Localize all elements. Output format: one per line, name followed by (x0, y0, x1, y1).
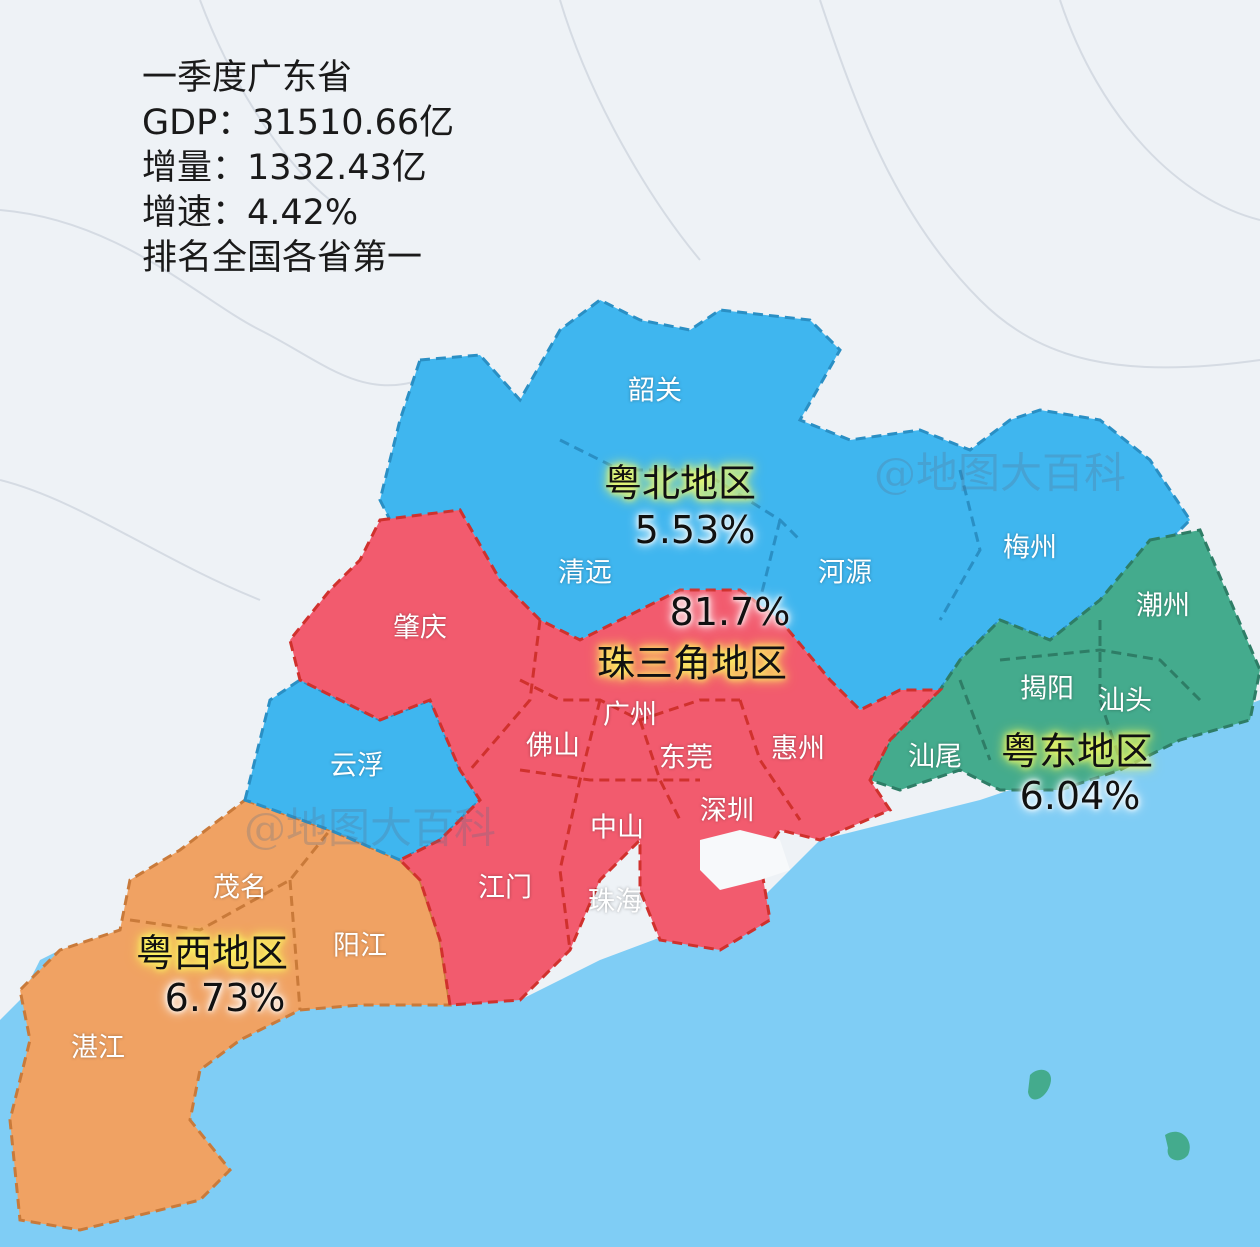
summary-panel: 一季度广东省 GDP：31510.66亿 增量：1332.43亿 增速：4.42… (142, 56, 454, 281)
hong-kong-area (700, 830, 790, 890)
region-west-shape (8, 798, 452, 1232)
city-label-zhaoqing: 肇庆 (393, 612, 447, 644)
watermark: @地图大百科 (243, 803, 497, 853)
city-label-zhuhai: 珠海 (588, 886, 642, 918)
region-east-value: 6.04% (1019, 774, 1141, 818)
region-north-name: 粤北地区 (603, 461, 757, 506)
island (1165, 1131, 1190, 1161)
west-city-borders (129, 829, 332, 1011)
city-label-guangzhou: 广州 (603, 699, 657, 731)
city-label-jiangmen: 江门 (478, 872, 532, 904)
city-label-zhongshan: 中山 (590, 812, 644, 844)
city-label-zhanjiang: 湛江 (71, 1032, 125, 1064)
city-label-shenzhen: 深圳 (700, 795, 754, 827)
summary-rank: 排名全国各省第一 (142, 238, 423, 278)
city-label-yangjiang: 阳江 (333, 930, 387, 962)
region-west-value: 6.73% (164, 976, 286, 1020)
region-east-name: 粤东地区 (1000, 729, 1154, 774)
background-borders (0, 0, 1260, 601)
east-city-borders (958, 620, 1202, 761)
region-west-name: 粤西地区 (135, 931, 289, 976)
city-label-shanwei: 汕尾 (908, 741, 962, 773)
city-label-yunfu: 云浮 (330, 750, 384, 782)
summary-gdp: GDP：31510.66亿 (142, 103, 455, 143)
city-label-shantou: 汕头 (1098, 685, 1152, 717)
city-label-heyuan: 河源 (818, 557, 872, 589)
city-label-maoming: 茂名 (213, 872, 267, 904)
city-label-shaoguan: 韶关 (628, 375, 682, 407)
city-label-dongguan: 东莞 (659, 742, 713, 774)
region-east-shape (867, 528, 1260, 792)
city-label-foshan: 佛山 (526, 730, 580, 762)
island (1028, 1069, 1051, 1100)
region-north-value: 5.53% (634, 508, 756, 552)
region-prd-shape (288, 508, 944, 1007)
north-city-borders (559, 438, 982, 621)
summary-title: 一季度广东省 (142, 58, 353, 98)
summary-growth: 增速：4.42% (142, 193, 359, 233)
city-label-huizhou: 惠州 (771, 733, 825, 765)
city-label-chaozhou: 潮州 (1136, 590, 1190, 622)
summary-increment: 增量：1332.43亿 (142, 148, 427, 188)
region-prd-value: 81.7% (669, 590, 791, 634)
region-prd-name: 珠三角地区 (596, 641, 788, 686)
prd-city-borders (468, 619, 802, 951)
city-label-meizhou: 梅州 (1003, 532, 1057, 564)
city-label-jieyang: 揭阳 (1020, 673, 1074, 705)
city-label-qingyuan: 清远 (558, 557, 612, 589)
watermark: @地图大百科 (873, 448, 1127, 498)
